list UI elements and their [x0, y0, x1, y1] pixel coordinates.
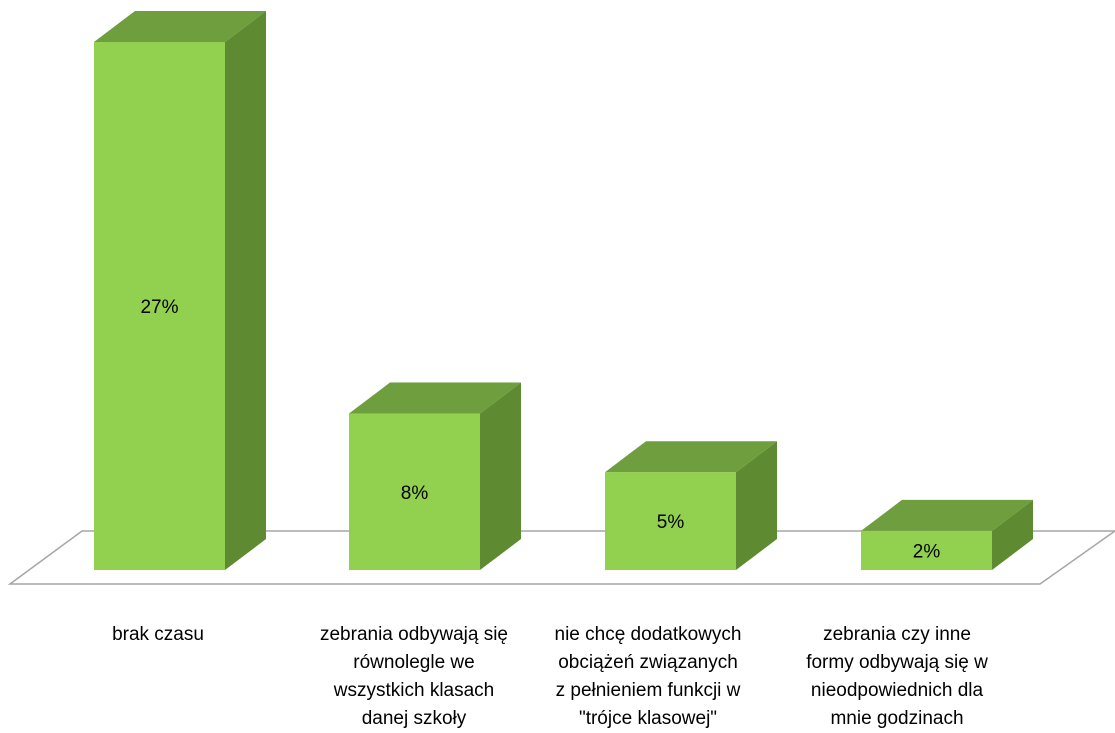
- bar-front-3: [605, 472, 736, 570]
- bar-top-2: [349, 382, 521, 414]
- bar-top-3: [605, 441, 777, 473]
- bar-2: 8%: [349, 382, 521, 570]
- data-label-4: 2%: [913, 541, 941, 562]
- bar-front-4: [861, 530, 992, 570]
- bar-1: 27%: [94, 11, 266, 570]
- category-label-nieodpowiednie-godziny: zebrania czy inne formy odbywają się w n…: [806, 624, 988, 729]
- bar-side-4: [992, 499, 1033, 570]
- category-label-brak-czasu: brak czasu: [112, 624, 204, 645]
- bar-top-1: [94, 11, 266, 42]
- data-label-1: 27%: [140, 297, 178, 318]
- data-label-2: 8%: [401, 483, 429, 504]
- data-label-3: 5%: [657, 512, 685, 533]
- bar-top-4: [861, 499, 1033, 531]
- category-label-nie-chce-obciazen: nie chcę dodatkowych obciążeń związanych…: [554, 624, 742, 729]
- bar-series: 27% 8% 5% 2%: [94, 11, 1033, 570]
- bar-4: 2%: [861, 499, 1033, 570]
- bar-3: 5%: [605, 441, 777, 570]
- bar-side-2: [480, 382, 521, 570]
- bar-side-3: [736, 441, 777, 570]
- bar-front-2: [349, 413, 480, 570]
- bar-side-1: [225, 11, 266, 570]
- chart-floor: [7, 530, 1115, 585]
- category-label-zebrania-rownolegle: zebrania odbywają się równolegle we wszy…: [319, 624, 508, 729]
- bar-front-1: [94, 42, 225, 570]
